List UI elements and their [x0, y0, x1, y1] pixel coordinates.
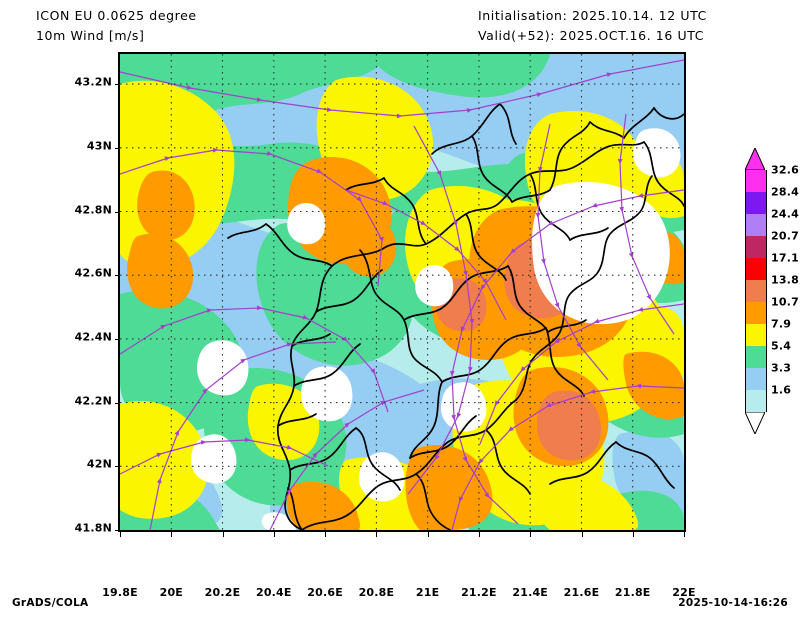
- x-axis-tick: [581, 532, 583, 537]
- colorbar-tick-label: 7.9: [771, 317, 792, 331]
- colorbar-band: [745, 258, 767, 280]
- x-axis-label: 20E: [159, 586, 184, 599]
- map-contour-canvas: [120, 54, 684, 530]
- x-axis-tick: [325, 532, 327, 537]
- software-credit: GrADS/COLA: [12, 597, 89, 609]
- x-axis-label: 20.2E: [204, 586, 241, 599]
- x-axis-label: 20.4E: [255, 586, 292, 599]
- model-title: ICON EU 0.0625 degree: [36, 8, 197, 23]
- y-axis-tick: [115, 402, 120, 404]
- colorbar-band: [745, 368, 767, 390]
- y-axis-label: 42.8N: [74, 203, 112, 216]
- colorbar-band: [745, 302, 767, 324]
- colorbar-bands: [745, 170, 767, 412]
- y-axis-label: 43N: [86, 139, 112, 153]
- x-axis-tick: [376, 532, 378, 537]
- initialisation-time: Initialisation: 2025.10.14. 12 UTC: [478, 8, 707, 23]
- y-axis-tick: [115, 147, 120, 149]
- x-axis-label: 20.8E: [358, 586, 395, 599]
- x-axis-tick: [530, 532, 532, 537]
- y-axis-label: 42.2N: [74, 394, 112, 408]
- colorbar-band: [745, 236, 767, 258]
- y-axis-tick: [115, 338, 120, 340]
- colorbar-tick-label: 3.3: [771, 361, 792, 375]
- colorbar-extend-up-icon: [745, 148, 765, 170]
- x-axis-label: 20.6E: [307, 586, 343, 599]
- colorbar: 32.6 28.4 24.4 20.7 17.1 13.8 10.7 7.9 5.4 3.3 1.6: [745, 148, 799, 434]
- colorbar-tick-label: 24.4: [771, 207, 799, 221]
- x-axis-tick: [478, 532, 480, 537]
- x-axis-tick: [427, 532, 429, 537]
- colorbar-band: [745, 346, 767, 368]
- x-axis-tick: [684, 532, 685, 537]
- y-axis-tick: [115, 530, 120, 531]
- y-axis-tick: [115, 275, 120, 277]
- x-axis-label: 22E: [672, 586, 696, 599]
- x-axis-tick: [273, 532, 275, 537]
- x-axis-label: 21E: [415, 586, 440, 599]
- colorbar-band: [745, 280, 767, 302]
- x-axis-label: 21.2E: [461, 586, 497, 599]
- colorbar-tick-label: 32.6: [771, 163, 799, 177]
- colorbar-band: [745, 390, 767, 412]
- colorbar-tick-label: 28.4: [771, 185, 799, 199]
- y-axis-tick: [115, 84, 120, 86]
- colorbar-tick-label: 13.8: [771, 273, 799, 287]
- colorbar-extend-down-icon: [745, 412, 765, 434]
- x-axis-tick: [120, 532, 121, 537]
- colorbar-tick-label: 1.6: [771, 383, 792, 397]
- y-axis-label: 42.4N: [74, 330, 112, 344]
- x-axis-label: 21.6E: [563, 586, 600, 599]
- y-axis-label: 43.2N: [74, 75, 112, 89]
- colorbar-band: [745, 192, 767, 214]
- colorbar-tick-label: 17.1: [771, 251, 799, 265]
- x-axis-tick: [171, 532, 173, 537]
- x-axis-label: 19.8E: [102, 586, 138, 599]
- colorbar-tick-label: 5.4: [771, 339, 792, 353]
- y-axis-tick: [115, 466, 120, 468]
- colorbar-tick-label: 20.7: [771, 229, 799, 243]
- render-timestamp: 2025-10-14-16:26: [678, 597, 788, 609]
- y-axis-tick: [115, 211, 120, 213]
- y-axis-label: 41.8N: [74, 521, 112, 535]
- y-axis-label: 42N: [86, 457, 112, 471]
- colorbar-tick-label: 10.7: [771, 295, 799, 309]
- colorbar-band: [745, 214, 767, 236]
- x-axis-label: 21.4E: [512, 586, 549, 599]
- colorbar-band: [745, 170, 767, 192]
- map-plot-area: 19.8E 20E 20.2E 20.4E 20.6E 20.8E 21E 21…: [102, 52, 696, 599]
- variable-title: 10m Wind [m/s]: [36, 28, 145, 43]
- y-axis-label-group: 41.8N 42N 42.2N 42.4N 42.6N 42.8N 43N 43…: [48, 52, 112, 535]
- x-axis-label: 21.8E: [614, 586, 651, 599]
- x-axis-tick: [632, 532, 634, 537]
- x-axis-tick: [222, 532, 224, 537]
- colorbar-band: [745, 324, 767, 346]
- y-axis-label: 42.6N: [74, 266, 112, 280]
- valid-time: Valid(+52): 2025.OCT.16. 16 UTC: [478, 28, 705, 43]
